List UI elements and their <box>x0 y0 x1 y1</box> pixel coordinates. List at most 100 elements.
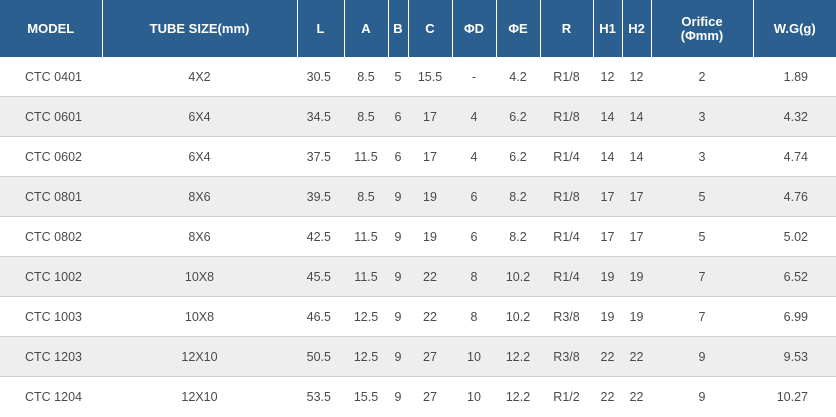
cell-wg: 1.89 <box>753 57 836 97</box>
cell-b: 6 <box>388 96 408 137</box>
header-model: MODEL <box>0 0 103 57</box>
cell-orifice: 5 <box>651 176 753 217</box>
cell-model: CTC 1203 <box>0 336 102 377</box>
cell-tube-size: 12X10 <box>181 389 218 404</box>
cell-d: 10 <box>467 389 481 404</box>
cell-b: 6 <box>388 136 408 177</box>
header-b: B <box>388 0 409 57</box>
table-row: CTC 1204 12X10 53.5 15.5 9 27 10 12.2 R1/2 22 22 9 1… <box>0 377 836 417</box>
cell-c: 27 <box>408 336 452 377</box>
cell-wg: 4.76 <box>753 176 836 217</box>
cell-orifice: 2 <box>651 57 753 97</box>
cell-a: 8.5 <box>344 176 388 217</box>
cell-l: 53.5 <box>306 389 331 404</box>
cell-orifice: 3 <box>651 96 753 137</box>
header-h2: H2 <box>622 0 652 57</box>
cell-b: 9 <box>388 176 408 217</box>
cell-h1: 22 <box>593 336 622 377</box>
table-row: CTC 0401 4X2 30.5 8.5 5 15.5-4.2 R1/8 12 12 2 1.89 <box>0 57 836 97</box>
cell-a: 12.5 <box>344 296 388 337</box>
cell-e: 6.2 <box>496 136 540 177</box>
cell-d: 10 <box>452 336 496 377</box>
cell-h2: 14 <box>622 96 651 137</box>
cell-tube-size: 10X8 <box>102 256 297 297</box>
cell-d: 6 <box>452 176 496 217</box>
cell-d: 4 <box>452 96 496 137</box>
table-row: CTC 0602 6X4 37.5 11.5 6 17 4 6.2 R1/4 14 14 3 4.74 <box>0 136 836 177</box>
header-row: MODEL TUBE SIZE(mm) L A B C ΦD ΦE R H1 H… <box>0 0 836 57</box>
cell-model: CTC 0602 <box>0 136 102 177</box>
cell-orifice: 5 <box>651 216 753 257</box>
cell-a: 11.5 <box>344 136 388 177</box>
cell-h1: 19 <box>593 296 622 337</box>
cell-h1: 19 <box>593 256 622 297</box>
cell-model: CTC 0801 <box>0 176 102 217</box>
cell-h2: 22 <box>622 336 651 377</box>
cell-orifice: 7 <box>651 296 753 337</box>
cell-d: 8 <box>452 296 496 337</box>
header-a: A <box>344 0 389 57</box>
header-orifice: Orifice (Φmm) <box>651 0 754 57</box>
cell-wg: 10.27 <box>776 389 808 404</box>
table-row: CTC 0802 8X6 42.5 11.5 9 19 6 8.2 R1/4 17 17 5 5.02 <box>0 216 836 257</box>
cell-l: 45.5 <box>297 256 344 297</box>
cell-tube-size: 8X6 <box>102 216 297 257</box>
cell-a: 11.5 <box>344 216 388 257</box>
cell-l: 30.5 <box>297 57 344 97</box>
cell-e: 8.2 <box>496 216 540 257</box>
cell-h2: 14 <box>622 136 651 177</box>
cell-orifice: 7 <box>651 256 753 297</box>
cell-wg: 4.32 <box>753 96 836 137</box>
cell-l: 37.5 <box>297 136 344 177</box>
cell-r: R1/4 <box>540 136 593 177</box>
cell-wg: 5.02 <box>753 216 836 257</box>
cell-r: R1/4 <box>540 256 593 297</box>
cell-model: CTC 1204 <box>25 389 82 404</box>
cell-d: - <box>452 57 496 97</box>
cell-h1: 14 <box>593 96 622 137</box>
header-h1: H1 <box>593 0 623 57</box>
cell-e: 10.2 <box>496 256 540 297</box>
cell-tube-size: 6X4 <box>102 136 297 177</box>
cell-c: 15.5 <box>408 57 452 97</box>
cell-c: 19 <box>408 176 452 217</box>
cell-h1: 17 <box>593 216 622 257</box>
table-row: CTC 0601 6X4 34.5 8.5 6 17 4 6.2 R1/8 14 14 3 4.32 <box>0 96 836 137</box>
cell-wg: 6.99 <box>753 296 836 337</box>
cell-h2: 17 <box>622 176 651 217</box>
cell-orifice: 3 <box>651 136 753 177</box>
cell-r: R3/8 <box>540 296 593 337</box>
header-c: C <box>408 0 453 57</box>
cell-h1: 14 <box>593 136 622 177</box>
cell-a: 8.5 <box>344 57 388 97</box>
cell-r: R1/8 <box>540 57 593 97</box>
cell-orifice: 9 <box>698 389 706 404</box>
cell-wg: 6.52 <box>753 256 836 297</box>
cell-wg: 4.74 <box>753 136 836 177</box>
table-row: CTC 0801 8X6 39.5 8.5 9 19 6 8.2 R1/8 17 17 5 4.76 <box>0 176 836 217</box>
cell-d: 4 <box>452 136 496 177</box>
cell-model: CTC 0401 <box>0 57 102 97</box>
cell-r: R1/8 <box>540 96 593 137</box>
cell-tube-size: 10X8 <box>102 296 297 337</box>
header-orifice-line2: (Φmm) <box>680 27 724 43</box>
cell-l: 50.5 <box>297 336 344 377</box>
cell-r: R3/8 <box>540 336 593 377</box>
cell-model: CTC 1002 <box>0 256 102 297</box>
cell-tube-size: 6X4 <box>102 96 297 137</box>
cell-c: 17 <box>408 136 452 177</box>
header-orifice-line1: Orifice <box>681 13 723 29</box>
cell-e: 10.2 <box>496 296 540 337</box>
cell-e: 4.2 <box>496 57 540 97</box>
cell-wg: 9.53 <box>753 336 836 377</box>
cell-c: 19 <box>408 216 452 257</box>
cell-c: 22 <box>408 296 452 337</box>
header-r: R <box>540 0 594 57</box>
cell-b: 9 <box>388 336 408 377</box>
cell-h1: 12 <box>593 57 622 97</box>
cell-d: 6 <box>452 216 496 257</box>
cell-h1: 17 <box>593 176 622 217</box>
cell-e: 6.2 <box>496 96 540 137</box>
cell-model: CTC 1003 <box>0 296 102 337</box>
